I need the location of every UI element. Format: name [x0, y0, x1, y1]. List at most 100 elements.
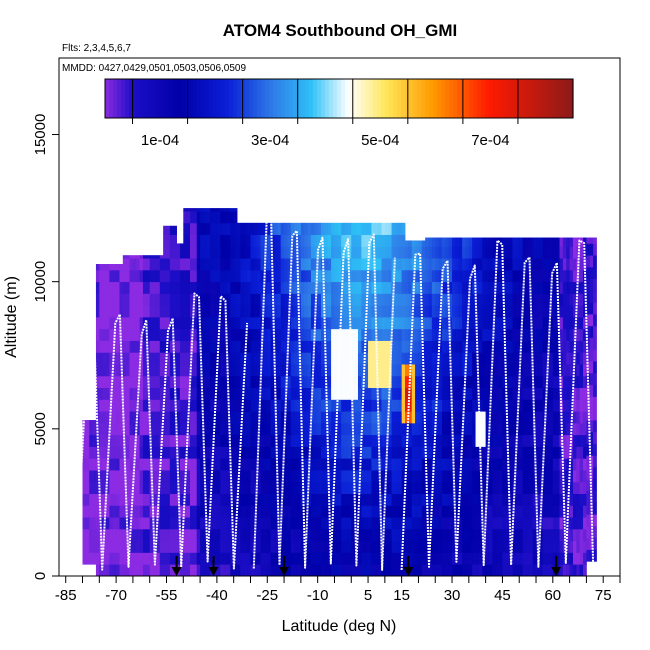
heatmap-cell	[354, 399, 359, 412]
heatmap-cell	[294, 317, 298, 330]
heatmap-cell	[129, 305, 134, 318]
heatmap-cell	[193, 208, 198, 212]
heatmap-cell	[226, 505, 231, 518]
heatmap-cell	[515, 317, 520, 330]
heatmap-cell	[371, 458, 376, 471]
heatmap-cell	[401, 364, 406, 377]
heatmap-cell	[230, 470, 235, 483]
heatmap-cell	[220, 317, 225, 330]
heatmap-cell	[206, 222, 211, 235]
heatmap-cell	[99, 328, 104, 341]
heatmap-cell	[179, 328, 184, 341]
heatmap-cell	[364, 364, 369, 377]
heatmap-cell	[102, 281, 107, 294]
heatmap-cell	[297, 505, 302, 518]
heatmap-cell	[549, 446, 554, 459]
heatmap-cell	[586, 467, 591, 480]
heatmap-cell	[280, 387, 285, 400]
heatmap-cell	[85, 517, 90, 530]
heatmap-cell	[260, 505, 265, 518]
heatmap-cell	[559, 340, 564, 353]
heatmap-cell	[347, 411, 352, 424]
heatmap-cell	[378, 305, 382, 318]
heatmap-cell	[146, 540, 151, 553]
heatmap-cell	[307, 269, 312, 283]
heatmap-cell	[179, 281, 184, 294]
colorbar-swatch	[497, 79, 502, 118]
heatmap-cell	[327, 564, 332, 577]
heatmap-cell	[233, 328, 238, 341]
heatmap-cell	[193, 458, 198, 471]
heatmap-cell	[193, 517, 198, 530]
heatmap-cell	[566, 422, 571, 436]
heatmap-cell	[361, 258, 366, 271]
heatmap-cell	[495, 387, 500, 400]
heatmap-cell	[482, 517, 487, 530]
heatmap-cell	[525, 317, 530, 330]
heatmap-cell	[357, 364, 362, 377]
heatmap-cell	[394, 470, 399, 483]
heatmap-cell	[341, 222, 345, 235]
heatmap-cell	[132, 364, 137, 377]
colorbar-swatch	[361, 79, 366, 118]
heatmap-cell	[488, 458, 493, 471]
heatmap-cell	[384, 269, 389, 283]
heatmap-cell	[250, 387, 255, 400]
heatmap-cell	[509, 528, 513, 542]
heatmap-cell	[102, 387, 107, 400]
heatmap-cell	[226, 246, 231, 259]
heatmap-cell	[95, 317, 100, 330]
colorbar-swatch	[513, 79, 518, 118]
heatmap-cell	[153, 258, 157, 271]
heatmap-cell	[257, 317, 261, 330]
colorbar-frame	[104, 78, 574, 119]
heatmap-cell	[579, 458, 584, 471]
heatmap-cell	[230, 305, 235, 318]
heatmap-cell	[327, 317, 332, 330]
heatmap-cell	[452, 399, 456, 412]
heatmap-cell	[166, 352, 171, 365]
heatmap-cell	[492, 281, 497, 294]
colorbar-tick-label: 1e-04	[141, 132, 179, 149]
heatmap-cell	[149, 281, 154, 294]
heatmap-cell	[226, 269, 231, 283]
heatmap-cell	[368, 564, 372, 577]
colorbar-swatch	[529, 79, 534, 118]
heatmap-cell	[179, 564, 184, 577]
heatmap-cell	[290, 387, 295, 400]
heatmap-cell	[220, 269, 225, 283]
heatmap-cell	[525, 258, 530, 271]
heatmap-cell	[116, 411, 120, 424]
heatmap-cell	[388, 470, 392, 483]
heatmap-cell	[364, 399, 369, 412]
heatmap-cell	[509, 305, 513, 318]
heatmap-cell	[132, 340, 137, 353]
heatmap-cell	[344, 458, 349, 471]
heatmap-cell	[297, 269, 302, 283]
heatmap-cell	[378, 434, 382, 447]
heatmap-cell	[250, 528, 255, 542]
x-axis-title: Latitude (deg N)	[282, 618, 397, 635]
heatmap-cell	[488, 470, 493, 483]
heatmap-cell	[267, 387, 272, 400]
colorbar-swatch	[229, 79, 234, 118]
heatmap-cell	[136, 281, 141, 294]
heatmap-cell	[515, 552, 520, 565]
heatmap-cell	[304, 293, 308, 306]
heatmap-cell	[129, 340, 134, 353]
heatmap-cell	[314, 305, 319, 318]
heatmap-cell	[401, 317, 406, 330]
heatmap-cell	[92, 422, 97, 436]
heatmap-cell	[374, 317, 379, 330]
heatmap-cell	[509, 493, 513, 506]
heatmap-cell	[536, 481, 540, 494]
heatmap-cell	[452, 237, 456, 247]
heatmap-cell	[515, 258, 520, 271]
heatmap-cell	[253, 305, 258, 318]
heatmap-cell	[307, 222, 312, 235]
heatmap-cell	[294, 269, 298, 283]
heatmap-cell	[176, 540, 181, 553]
heatmap-cell	[428, 387, 433, 400]
heatmap-cell	[116, 446, 120, 459]
heatmap-cell	[492, 375, 497, 389]
